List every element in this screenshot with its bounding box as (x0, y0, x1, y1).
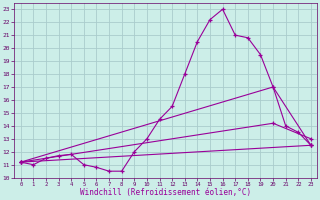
X-axis label: Windchill (Refroidissement éolien,°C): Windchill (Refroidissement éolien,°C) (80, 188, 252, 197)
